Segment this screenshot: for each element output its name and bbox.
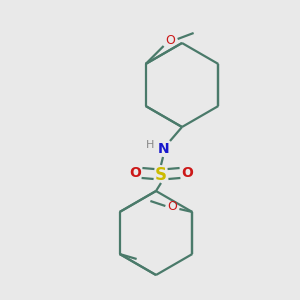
Text: H: H	[146, 140, 154, 150]
Text: N: N	[158, 142, 170, 156]
Text: O: O	[129, 166, 141, 180]
Text: O: O	[181, 166, 193, 180]
Text: O: O	[166, 34, 176, 47]
Text: S: S	[155, 166, 167, 184]
Text: O: O	[167, 200, 177, 214]
